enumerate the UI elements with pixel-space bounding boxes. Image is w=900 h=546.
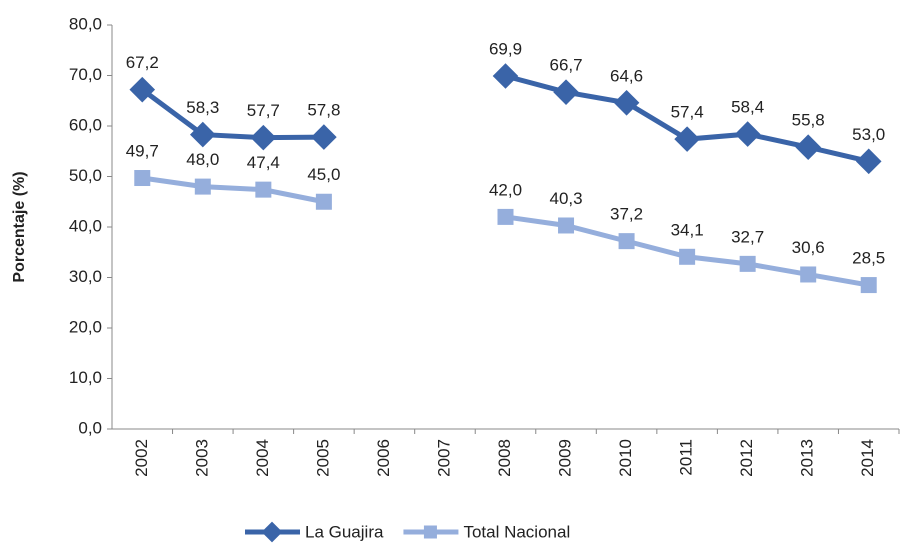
y-tick-label: 10,0 [69,368,102,387]
data-label: 58,4 [731,98,764,117]
marker [250,124,277,151]
legend-label: La Guajira [305,522,384,541]
data-label: 66,7 [549,56,582,75]
data-label: 67,2 [126,53,159,72]
x-tick-label: 2005 [313,439,332,477]
marker [311,124,337,150]
x-tick-label: 2007 [434,439,453,477]
legend-marker [423,525,437,539]
marker [134,170,151,187]
data-label: 28,5 [852,249,885,268]
marker [860,277,877,294]
y-axis-label: Porcentaje (%) [11,171,28,282]
x-tick-label: 2010 [616,439,635,477]
x-tick-label: 2003 [192,439,211,477]
data-label: 42,0 [489,180,522,199]
x-tick-label: 2008 [495,439,514,477]
marker [734,121,761,147]
marker [255,181,272,198]
y-tick-label: 40,0 [69,216,102,235]
data-label: 32,7 [731,227,764,246]
data-label: 30,6 [792,238,825,257]
legend-marker [261,521,283,543]
marker [613,89,640,116]
marker [190,121,216,148]
x-tick-label: 2011 [677,439,696,476]
data-label: 34,1 [671,220,704,239]
marker [739,255,756,272]
marker [795,134,821,161]
marker [497,208,514,225]
data-label: 37,2 [610,205,643,224]
x-tick-label: 2004 [253,439,272,477]
marker [492,63,519,89]
data-label: 57,4 [671,103,704,122]
marker [129,76,156,103]
legend-label: Total Nacional [463,522,570,541]
y-tick-label: 70,0 [69,65,102,84]
data-label: 55,8 [792,111,825,130]
data-label: 57,8 [307,101,340,120]
data-label: 45,0 [307,165,340,184]
data-label: 48,0 [186,150,219,169]
marker [194,178,211,195]
x-tick-label: 2014 [858,439,877,477]
marker [674,126,700,152]
data-label: 58,3 [186,98,219,117]
y-tick-label: 20,0 [69,317,102,336]
marker [558,217,575,234]
x-tick-label: 2009 [556,439,575,477]
y-tick-label: 0,0 [78,418,102,437]
y-tick-label: 50,0 [69,166,102,185]
y-tick-label: 60,0 [69,115,102,134]
marker [855,148,882,175]
data-label: 47,4 [247,153,280,172]
x-tick-label: 2002 [132,439,151,477]
x-tick-label: 2012 [737,439,756,477]
data-label: 53,0 [852,125,885,144]
data-label: 64,6 [610,66,643,85]
x-tick-label: 2013 [798,439,817,477]
x-tick-label: 2006 [374,439,393,477]
marker [679,248,696,265]
marker [800,266,817,283]
marker [553,79,579,105]
y-tick-label: 30,0 [69,267,102,286]
y-tick-label: 80,0 [69,14,102,33]
marker [618,233,635,250]
data-label: 69,9 [489,39,522,58]
data-label: 40,3 [549,189,582,208]
data-label: 49,7 [126,141,159,160]
marker [315,193,332,210]
data-label: 57,7 [247,101,280,120]
